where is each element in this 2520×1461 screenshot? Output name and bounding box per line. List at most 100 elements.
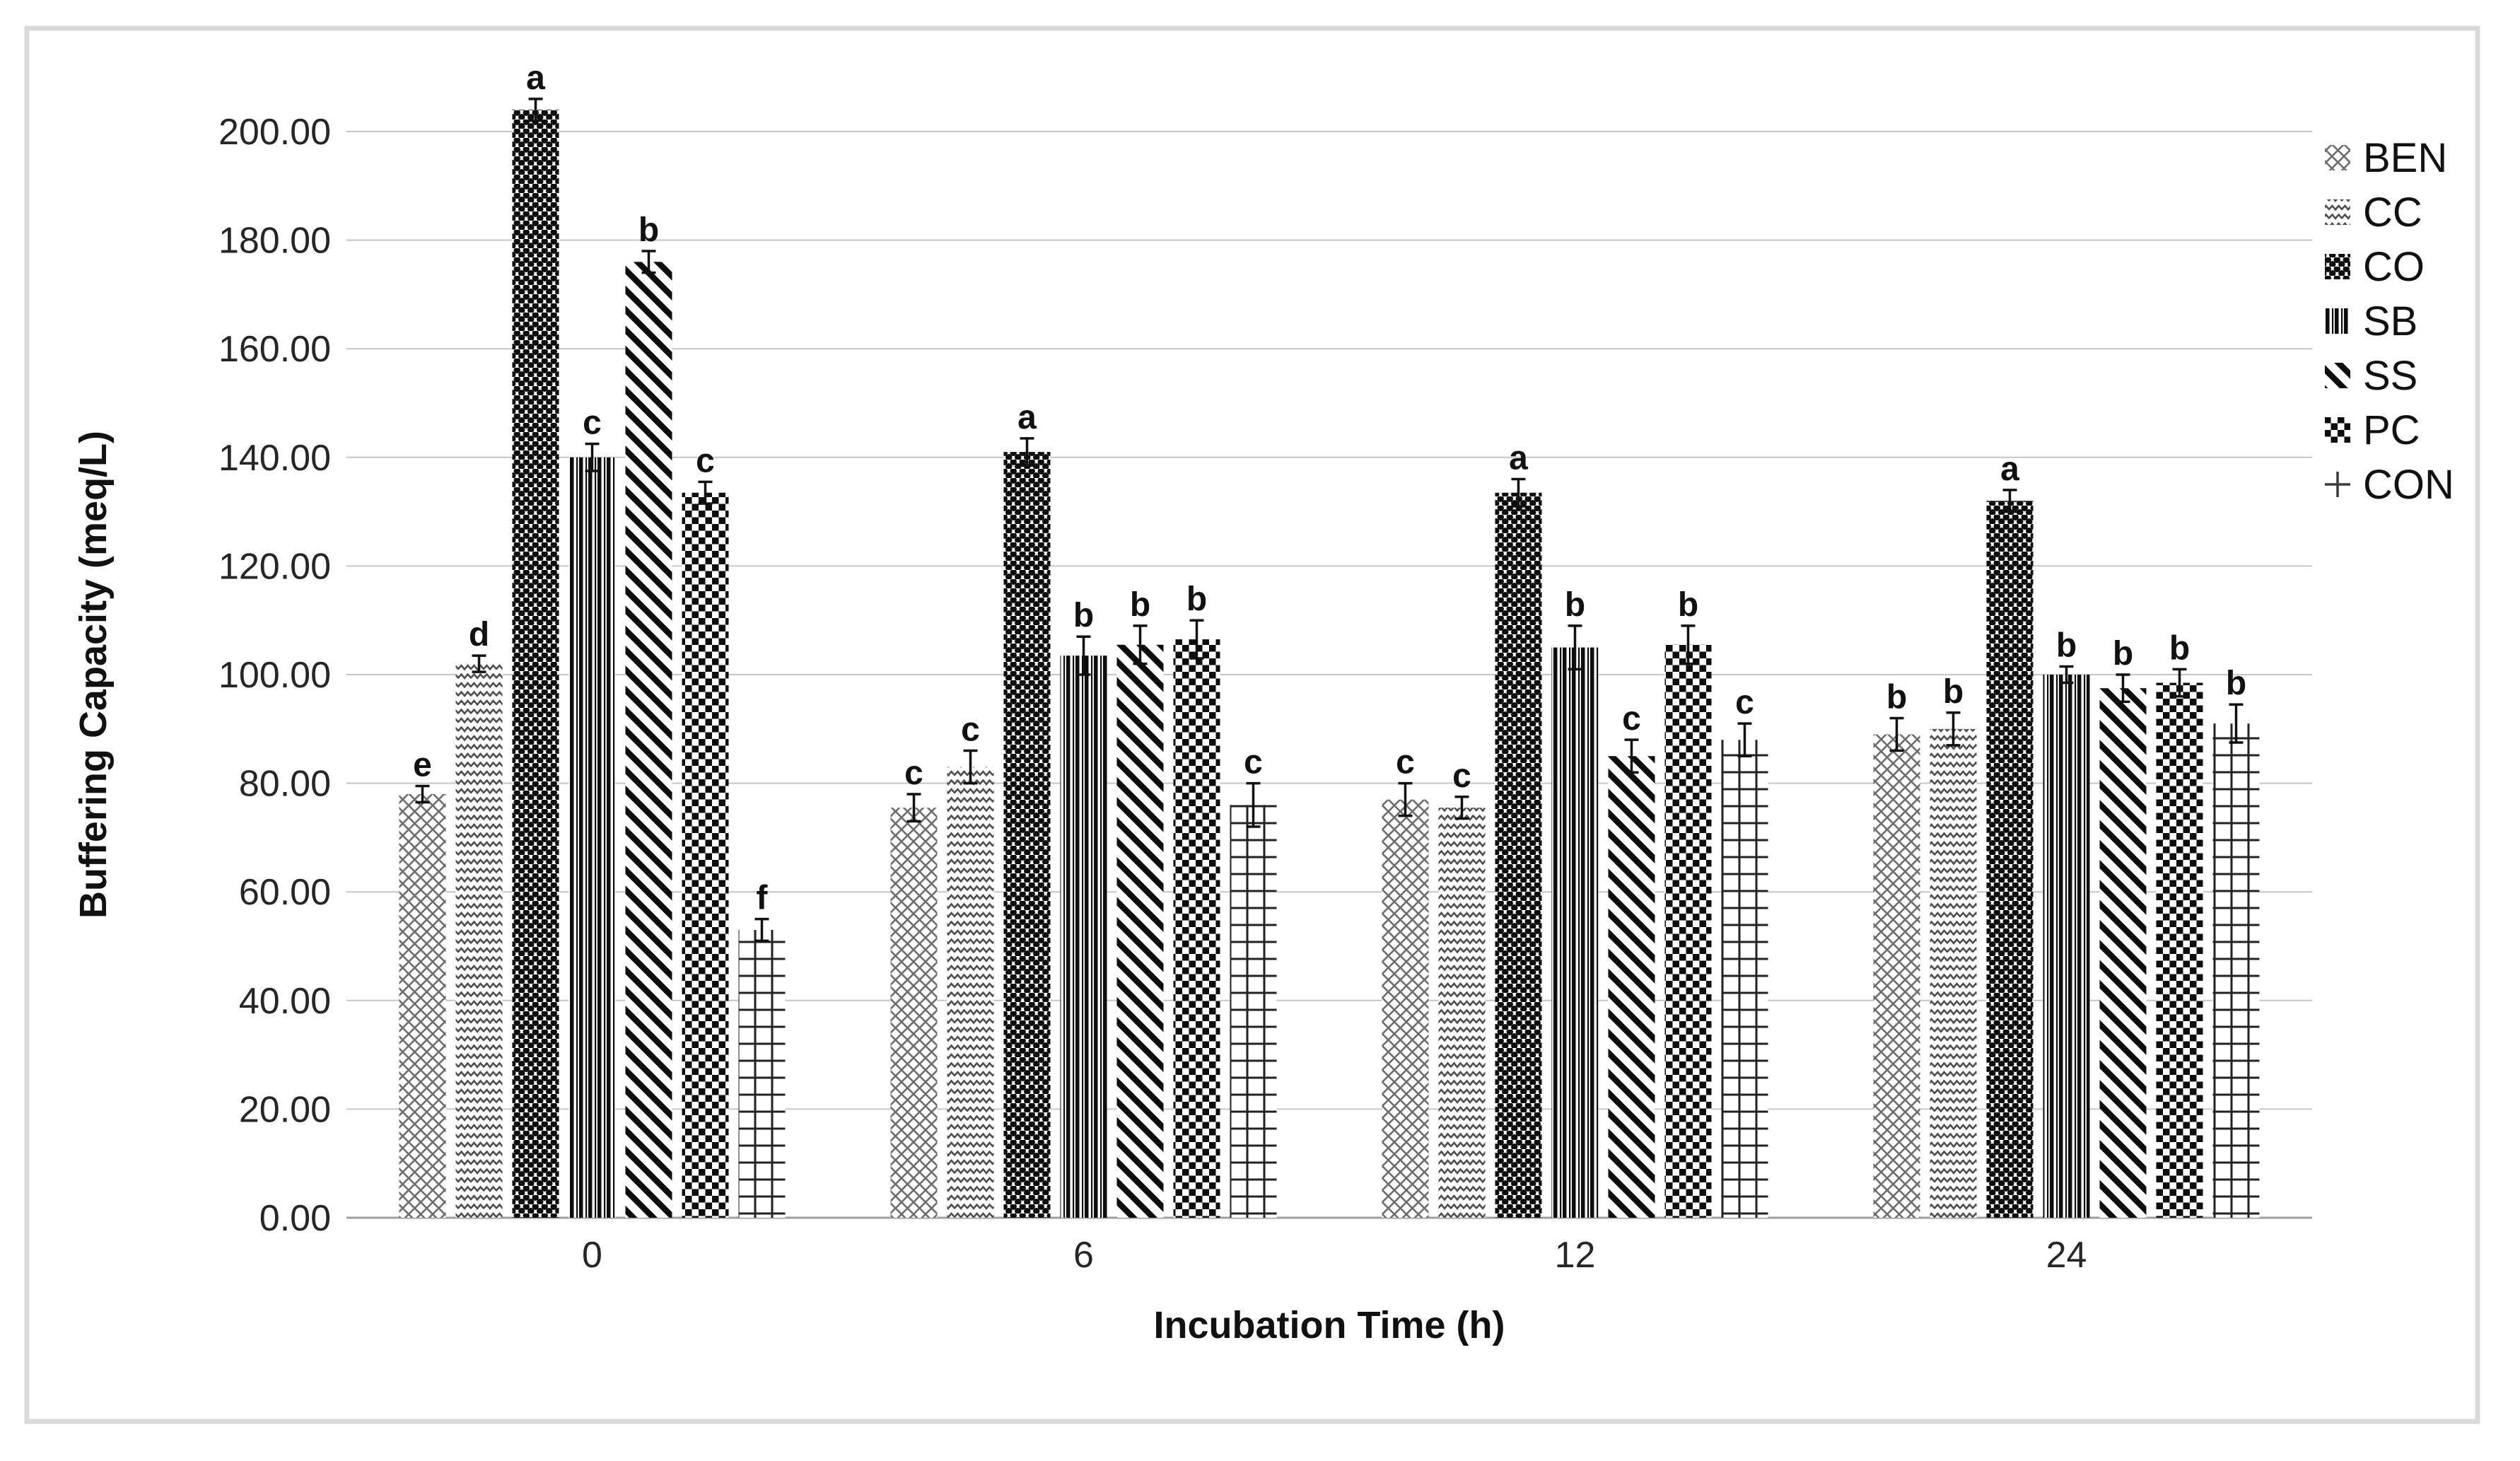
significance-letter: b <box>2113 635 2133 673</box>
significance-letter: c <box>583 404 602 442</box>
legend-label: PC <box>2363 407 2420 453</box>
significance-letter: a <box>526 59 545 97</box>
x-axis-category-labels: 0 6 12 24 <box>582 1235 2087 1276</box>
legend-label: SB <box>2363 298 2417 344</box>
legend-label: BEN <box>2363 135 2447 181</box>
significance-letter: b <box>1073 597 1094 634</box>
bar-ss <box>1608 756 1655 1218</box>
plus-marker <box>2325 472 2350 497</box>
bar-co <box>1986 501 2034 1218</box>
significance-letter: c <box>696 442 715 479</box>
legend-item-cc: CC <box>2325 190 2422 235</box>
crosshatch-swatch <box>2325 145 2350 170</box>
significance-letter: c <box>1735 684 1754 721</box>
bar-co <box>1495 492 1542 1218</box>
x-category-label: 6 <box>1073 1235 1094 1276</box>
bar-cc <box>1438 808 1486 1218</box>
significance-letter: b <box>1565 586 1585 624</box>
legend-item-pc: PC <box>2325 407 2420 453</box>
significance-letter: c <box>1452 757 1471 795</box>
gridlines <box>346 131 2312 1219</box>
bar-con <box>738 929 786 1218</box>
bar-pc <box>2156 682 2203 1218</box>
significance-letter: b <box>1943 673 1964 711</box>
legend-label: CC <box>2363 190 2422 235</box>
legend-item-ss: SS <box>2325 353 2417 399</box>
significance-letter: b <box>1186 581 1207 618</box>
bar-con <box>2212 723 2260 1218</box>
bar-ss <box>625 262 672 1218</box>
bar-cc <box>947 767 994 1218</box>
legend-item-con: CON <box>2325 462 2454 508</box>
bar-sb <box>568 457 616 1218</box>
bar-ss <box>1116 644 1164 1218</box>
y-tick-label: 80.00 <box>239 764 331 805</box>
significance-letter: b <box>2226 665 2246 702</box>
significance-letter: c <box>961 711 980 749</box>
x-category-label: 24 <box>2046 1235 2087 1276</box>
bar-con <box>1230 805 1277 1218</box>
legend-label: CO <box>2363 244 2425 290</box>
x-axis-title: Incubation Time (h) <box>1154 1304 1505 1346</box>
bar-cc <box>1930 728 1977 1218</box>
significance-letter: e <box>413 746 432 784</box>
significance-letter: f <box>757 880 769 917</box>
bar-co <box>512 110 559 1218</box>
bar-sb <box>2043 675 2090 1218</box>
bar-con <box>1721 740 1768 1218</box>
significance-letter: a <box>1017 399 1037 436</box>
significance-letter: b <box>638 211 659 249</box>
x-category-label: 0 <box>582 1235 602 1276</box>
significance-letter: c <box>1244 744 1263 781</box>
legend: BEN CC CO SB SS PC CON <box>2325 135 2454 508</box>
legend-item-ben: BEN <box>2325 135 2447 181</box>
bar-co <box>1003 452 1051 1218</box>
bar-sb <box>1551 647 1599 1218</box>
y-axis-tick-labels: 0.00 20.00 40.00 60.00 80.00 100.00 120.00 140.… <box>218 112 331 1239</box>
significance-letter: a <box>1509 440 1528 477</box>
significance-letter: c <box>904 755 923 792</box>
significance-letter: b <box>2169 629 2190 667</box>
x-category-label: 12 <box>1555 1235 1596 1276</box>
bar-ben <box>890 808 938 1218</box>
bar-pc <box>1664 644 1712 1218</box>
bar-series <box>399 110 2260 1218</box>
significance-letter: b <box>1678 586 1698 624</box>
bar-ben <box>1382 799 1429 1218</box>
significance-letter: c <box>1622 700 1641 738</box>
checkerboard-swatch <box>2325 417 2350 443</box>
bar-sb <box>1060 656 1107 1218</box>
legend-label: SS <box>2363 353 2417 399</box>
chart-border <box>24 25 2480 1424</box>
y-tick-label: 0.00 <box>259 1198 331 1239</box>
y-tick-label: 180.00 <box>218 221 331 262</box>
dark-balls-swatch <box>2325 254 2350 279</box>
diagonal-stripes-swatch <box>2325 363 2350 388</box>
legend-item-co: CO <box>2325 244 2425 290</box>
zigzag-swatch <box>2325 199 2350 225</box>
significance-letter: b <box>2056 627 2077 664</box>
significance-letter: c <box>1396 744 1415 781</box>
significance-letter: d <box>469 616 489 653</box>
bar-ben <box>399 793 446 1218</box>
bar-ben <box>1873 734 1920 1218</box>
significance-letter: b <box>1130 586 1150 624</box>
y-tick-label: 140.00 <box>218 438 331 479</box>
significance-letter: a <box>2000 450 2019 488</box>
y-tick-label: 100.00 <box>218 655 331 696</box>
bar-pc <box>1173 639 1220 1218</box>
legend-item-sb: SB <box>2325 298 2417 344</box>
vertical-lines-swatch <box>2325 308 2350 334</box>
legend-label: CON <box>2363 462 2454 508</box>
significance-letter: b <box>1886 678 1907 716</box>
y-axis-title: Buffering Capacity (meq/L) <box>72 431 115 919</box>
y-tick-label: 200.00 <box>218 112 331 153</box>
error-bars <box>415 98 2244 943</box>
y-tick-label: 20.00 <box>239 1089 331 1130</box>
y-tick-label: 160.00 <box>218 329 331 370</box>
y-tick-label: 40.00 <box>239 981 331 1022</box>
bar-cc <box>455 663 503 1218</box>
